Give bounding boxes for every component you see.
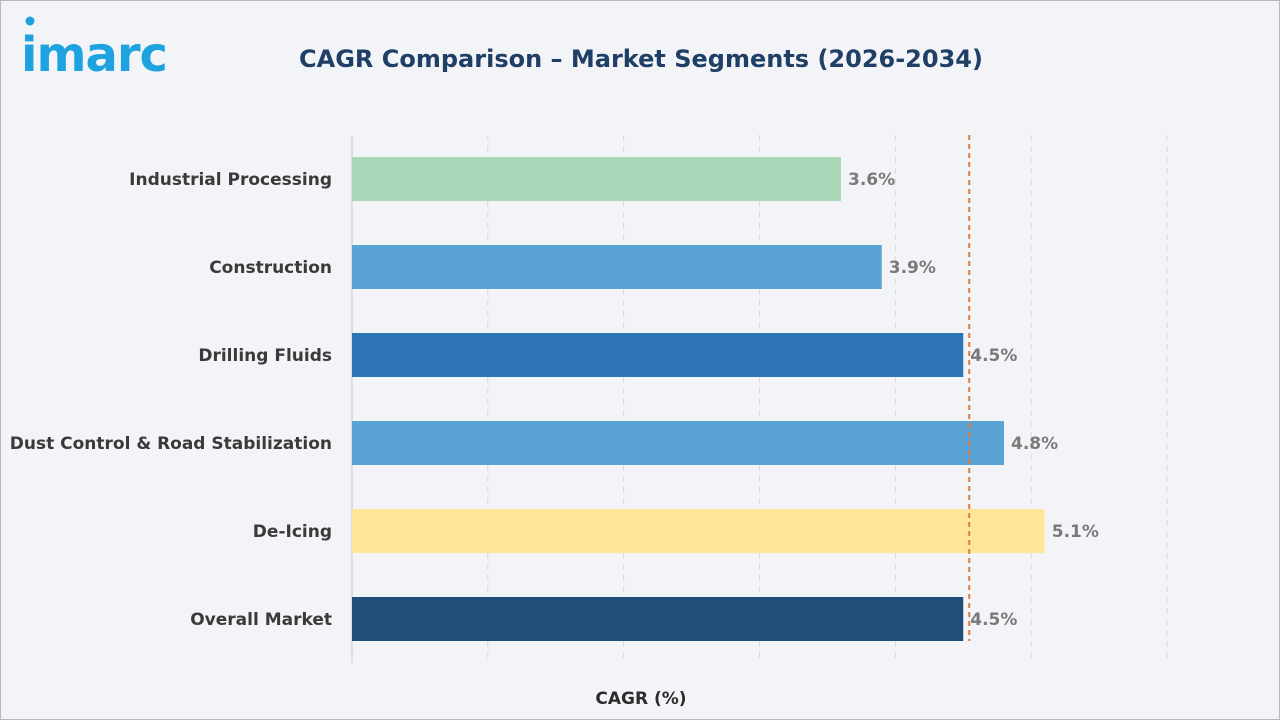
category-label: Dust Control & Road Stabilization xyxy=(10,434,332,454)
category-label: Industrial Processing xyxy=(129,170,332,190)
x-axis-title: CAGR (%) xyxy=(595,689,687,709)
bar xyxy=(352,597,964,641)
logo-dot xyxy=(25,16,35,26)
value-label: 3.9% xyxy=(889,258,936,278)
logo-text: imarc xyxy=(21,27,167,83)
bar xyxy=(352,245,882,289)
bar xyxy=(352,509,1045,553)
chart-title: CAGR Comparison – Market Segments (2026-… xyxy=(299,45,983,73)
value-label: 4.5% xyxy=(970,346,1017,366)
value-label: 3.6% xyxy=(848,170,895,190)
value-label: 4.8% xyxy=(1011,434,1058,454)
value-label: 4.5% xyxy=(970,610,1017,630)
value-label: 5.1% xyxy=(1052,522,1099,542)
bar xyxy=(352,421,1004,465)
category-label: Drilling Fluids xyxy=(198,346,332,366)
bar xyxy=(352,157,841,201)
imarc-logo: imarc xyxy=(21,16,168,83)
category-label: De-Icing xyxy=(253,522,332,542)
category-label: Overall Market xyxy=(190,610,332,630)
category-label: Construction xyxy=(209,258,332,278)
bar xyxy=(352,333,964,377)
